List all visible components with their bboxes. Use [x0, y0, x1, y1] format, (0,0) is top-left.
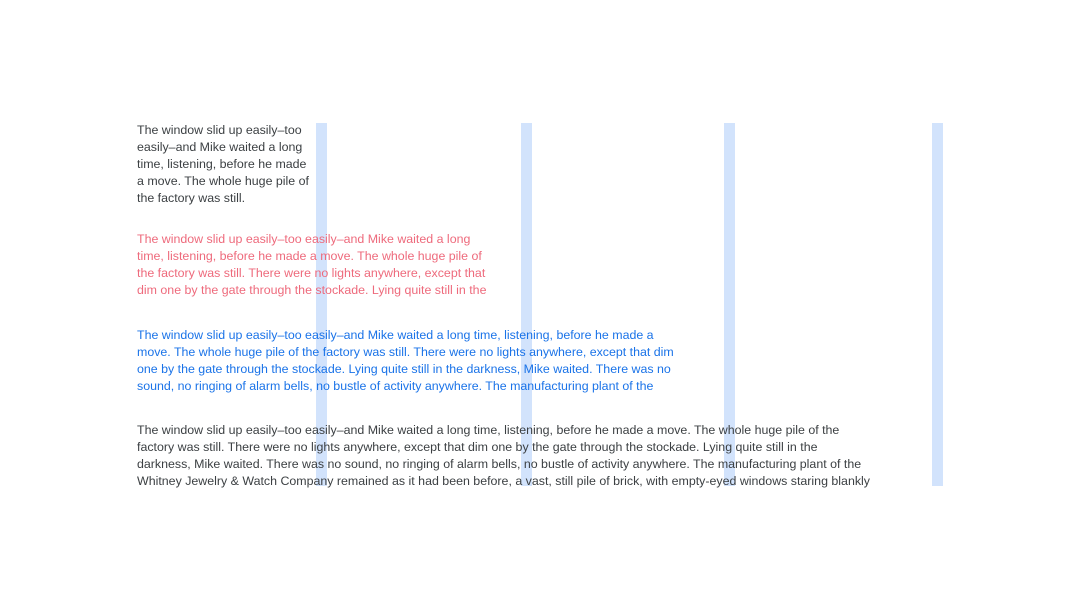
text-block: The window slid up easily–too easily–and… — [137, 231, 486, 299]
text-line: factory was still. There were no lights … — [137, 440, 818, 454]
text-line: the factory was still. — [137, 191, 246, 205]
text-line: sound, no ringing of alarm bells, no bus… — [137, 379, 654, 393]
text-block: The window slid up easily–too easily–and… — [137, 327, 674, 395]
text-line: The window slid up easily–too easily–and… — [137, 232, 471, 246]
text-line: a move. The whole huge pile of — [137, 174, 309, 188]
text-line: The window slid up easily–too — [137, 123, 302, 137]
text-line: time, listening, before he made — [137, 157, 307, 171]
text-line: darkness, Mike waited. There was no soun… — [137, 457, 862, 471]
text-line: dim one by the gate through the stockade… — [137, 283, 487, 297]
text-line: time, listening, before he made a move. … — [137, 249, 482, 263]
column-guide — [724, 123, 735, 486]
text-line: move. The whole huge pile of the factory… — [137, 345, 674, 359]
text-line: the factory was still. There were no lig… — [137, 266, 486, 280]
text-block: The window slid up easily–too easily–and… — [137, 422, 870, 490]
column-guide — [316, 123, 327, 486]
text-line: easily–and Mike waited a long — [137, 140, 303, 154]
column-guide — [521, 123, 532, 486]
text-line: Whitney Jewelry & Watch Company remained… — [137, 474, 870, 488]
text-line: The window slid up easily–too easily–and… — [137, 328, 654, 342]
column-guide — [932, 123, 943, 486]
text-line: The window slid up easily–too easily–and… — [137, 423, 840, 437]
text-line: one by the gate through the stockade. Ly… — [137, 362, 671, 376]
text-block: The window slid up easily–too easily–and … — [137, 122, 309, 207]
